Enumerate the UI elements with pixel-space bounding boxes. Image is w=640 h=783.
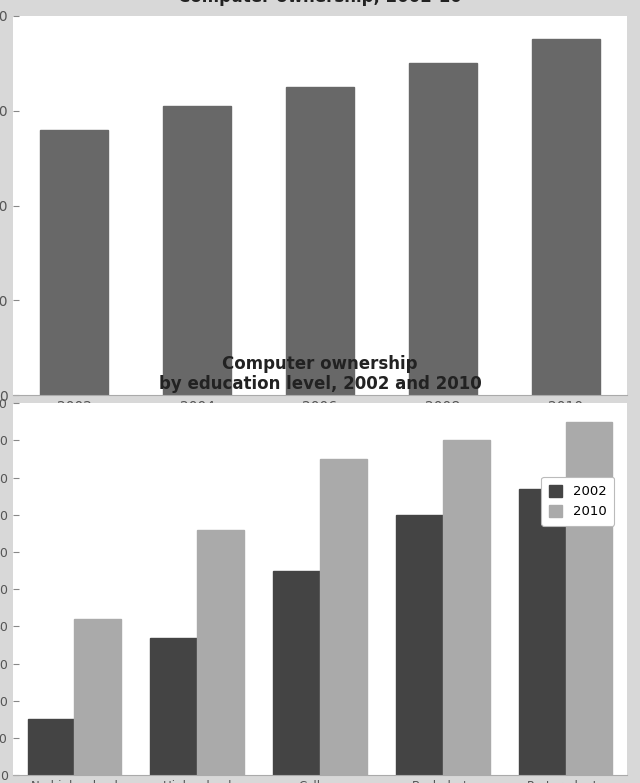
Bar — [396, 515, 443, 775]
Bar — [443, 440, 490, 775]
Bar — [286, 87, 354, 395]
Title: Computer ownership
by education level, 2002 and 2010: Computer ownership by education level, 2… — [159, 355, 481, 393]
Title: Computer ownership, 2002-10: Computer ownership, 2002-10 — [178, 0, 462, 5]
Bar — [163, 106, 231, 395]
Bar — [409, 63, 477, 395]
X-axis label: Year: Year — [301, 423, 339, 438]
Bar — [532, 39, 600, 395]
Bar — [40, 129, 108, 395]
Bar — [273, 571, 320, 775]
Legend: 2002, 2010: 2002, 2010 — [541, 477, 614, 526]
Bar — [74, 619, 121, 775]
Bar — [519, 489, 566, 775]
Bar — [197, 529, 244, 775]
Bar — [150, 637, 197, 775]
Bar — [320, 459, 367, 775]
Bar — [28, 720, 74, 775]
Bar — [566, 422, 612, 775]
